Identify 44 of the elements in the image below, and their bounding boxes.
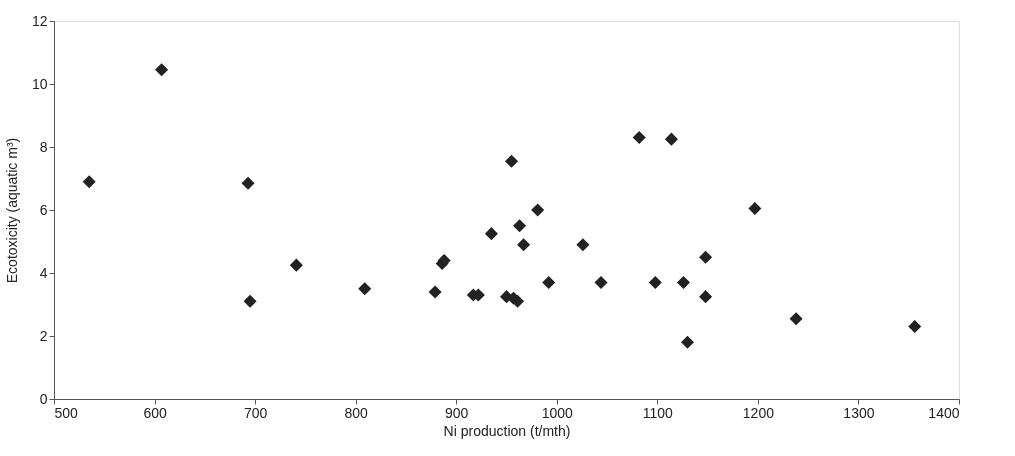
point [748, 201, 762, 215]
point [82, 175, 96, 189]
y-tick-label: 4 [39, 264, 48, 281]
y-tick-label: 0 [39, 390, 48, 407]
point [517, 238, 531, 252]
x-tick-label: 1000 [541, 404, 574, 421]
point [358, 282, 372, 296]
x-tick-label: 1100 [642, 404, 674, 421]
point [289, 258, 303, 272]
x-tick-label: 600 [143, 404, 167, 421]
x-tick-label: 1300 [843, 404, 875, 421]
y-tick-label: 10 [31, 75, 48, 92]
y-tick-label: 2 [39, 327, 48, 344]
point [505, 154, 519, 168]
x-axis-title: Ni production (t/mth) [443, 422, 571, 439]
x-tick-label: 700 [243, 404, 268, 421]
x-tick-label: 800 [344, 404, 369, 421]
point [428, 285, 442, 299]
point [531, 203, 545, 217]
y-axis-title: Ecotoxicity (aquatic m³) [3, 137, 20, 284]
point [576, 238, 590, 252]
point [648, 275, 662, 289]
x-tick-label: 500 [54, 404, 79, 421]
point [632, 131, 646, 145]
y-tick-label: 12 [31, 12, 48, 29]
point [699, 290, 713, 304]
point [676, 275, 690, 289]
point [484, 227, 498, 241]
y-tick-label: 6 [39, 201, 48, 218]
point [155, 63, 169, 77]
point [699, 250, 713, 264]
point [908, 320, 922, 334]
point [680, 335, 695, 349]
x-tick-label: 900 [445, 404, 469, 421]
x-tick-label: 1400 [928, 404, 960, 421]
y-tick-label: 8 [39, 138, 48, 155]
point [789, 312, 803, 326]
point [594, 275, 608, 289]
point [664, 132, 678, 146]
point [241, 176, 255, 190]
x-tick-label: 1200 [742, 404, 775, 421]
point [243, 294, 257, 308]
point [513, 219, 527, 233]
point [542, 275, 556, 289]
